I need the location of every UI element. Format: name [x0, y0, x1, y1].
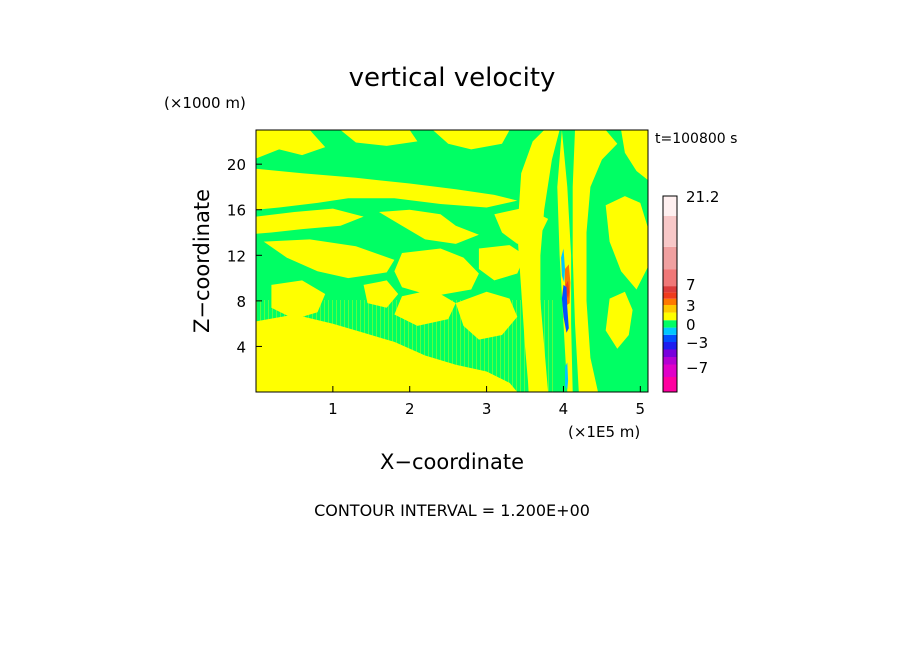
y-tick-label: 12	[227, 247, 246, 265]
contour-region-17	[605, 291, 633, 349]
colorbar-level-16	[663, 196, 677, 216]
y-tick-label: 16	[227, 202, 246, 220]
colorbar-level-6	[663, 327, 677, 335]
colorbar-labels: 21.2 7 30−3 −7	[686, 188, 719, 377]
contour-region-18	[621, 130, 648, 181]
plot-frame	[255, 129, 649, 393]
colorbar-level-15	[663, 215, 677, 247]
contour-region-24	[561, 248, 565, 283]
contour-region-14	[557, 130, 573, 392]
colorbar-level-5	[663, 334, 677, 342]
contour-region-16	[605, 196, 648, 290]
contour-region-25	[565, 362, 569, 390]
colorbar	[662, 195, 678, 393]
low-level-streaks	[256, 300, 556, 392]
colorbar-frame	[662, 195, 678, 393]
colorbar-level-9	[663, 305, 677, 313]
y-tick-label: 20	[227, 156, 246, 174]
colorbar-level-10	[663, 298, 677, 305]
x-unit-label: (×1E5 m)	[568, 423, 640, 441]
chart-title: vertical velocity	[349, 63, 556, 93]
y-unit-label: (×1000 m)	[164, 94, 246, 112]
colorbar-level-8	[663, 312, 677, 321]
contour-region-8	[394, 248, 479, 297]
x-tick-label: 4	[559, 400, 569, 418]
contour-region-2	[432, 130, 510, 150]
y-axis: 4 8 12 16 20	[227, 156, 262, 356]
colorbar-level-12	[663, 286, 677, 293]
colorbar-level-7	[663, 320, 677, 328]
y-tick-label: 4	[236, 338, 246, 356]
colorbar-level-3	[663, 349, 677, 357]
contour-region-4	[256, 208, 364, 234]
colorbar-label: 0	[686, 316, 696, 334]
y-tick-label: 8	[236, 293, 246, 311]
colorbar-label: 7	[686, 276, 696, 294]
colorbar-level-11	[663, 292, 677, 299]
colorbar-level-13	[663, 269, 677, 287]
colorbar-level-0	[663, 377, 677, 392]
contour-region-23	[561, 284, 569, 333]
contour-region-1	[340, 130, 418, 146]
time-label: t=100800 s	[655, 131, 737, 147]
colorbar-level-4	[663, 342, 677, 350]
colorbar-level-1	[663, 364, 677, 377]
x-tick-label: 2	[405, 400, 415, 418]
contour-region-15	[572, 130, 618, 392]
contour-region-0	[256, 130, 326, 159]
contour-plot-area	[256, 130, 648, 392]
x-tick-label: 3	[482, 400, 492, 418]
colorbar-level-14	[663, 246, 677, 270]
x-axis-label: X−coordinate	[380, 450, 524, 474]
contour-interval-footer: CONTOUR INTERVAL = 1.200E+00	[314, 501, 590, 520]
contour-region-5	[379, 209, 479, 244]
y-axis-label: Z−coordinate	[190, 189, 214, 333]
colorbar-label: 21.2	[686, 188, 719, 206]
contour-region-7	[263, 239, 395, 279]
contour-region-3	[256, 168, 518, 210]
colorbar-label: 3	[686, 297, 696, 315]
x-tick-label: 1	[328, 400, 338, 418]
colorbar-level-2	[663, 357, 677, 365]
colorbar-label: −3	[686, 334, 708, 352]
contour-region-9	[478, 245, 525, 281]
x-tick-label: 5	[636, 400, 646, 418]
colorbar-label: −7	[686, 359, 708, 377]
x-axis: 1 2 3 4 5	[328, 386, 645, 418]
